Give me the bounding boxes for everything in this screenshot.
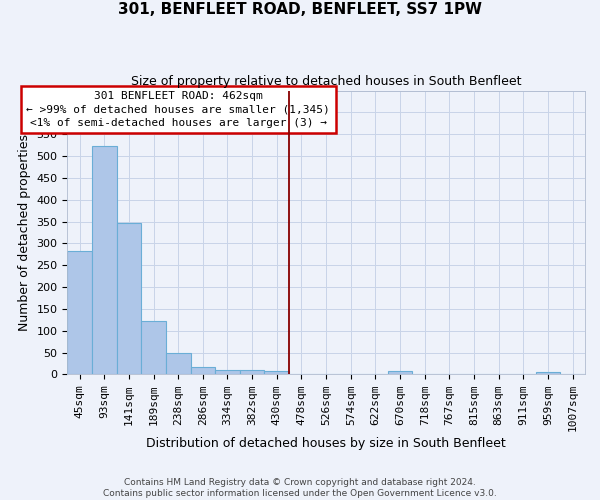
Bar [265, 371, 289, 374]
Bar [388, 371, 412, 374]
Bar [166, 353, 191, 374]
Text: 301 BENFLEET ROAD: 462sqm
← >99% of detached houses are smaller (1,345)
<1% of s: 301 BENFLEET ROAD: 462sqm ← >99% of deta… [26, 92, 330, 128]
Text: Contains HM Land Registry data © Crown copyright and database right 2024.
Contai: Contains HM Land Registry data © Crown c… [103, 478, 497, 498]
Title: Size of property relative to detached houses in South Benfleet: Size of property relative to detached ho… [131, 75, 521, 88]
Bar [536, 372, 560, 374]
Bar [141, 321, 166, 374]
Bar [215, 370, 240, 374]
X-axis label: Distribution of detached houses by size in South Benfleet: Distribution of detached houses by size … [146, 437, 506, 450]
Bar [191, 367, 215, 374]
Text: 301, BENFLEET ROAD, BENFLEET, SS7 1PW: 301, BENFLEET ROAD, BENFLEET, SS7 1PW [118, 2, 482, 18]
Bar [116, 223, 141, 374]
Bar [92, 146, 116, 374]
Bar [67, 251, 92, 374]
Bar [240, 370, 265, 374]
Y-axis label: Number of detached properties: Number of detached properties [18, 134, 31, 331]
